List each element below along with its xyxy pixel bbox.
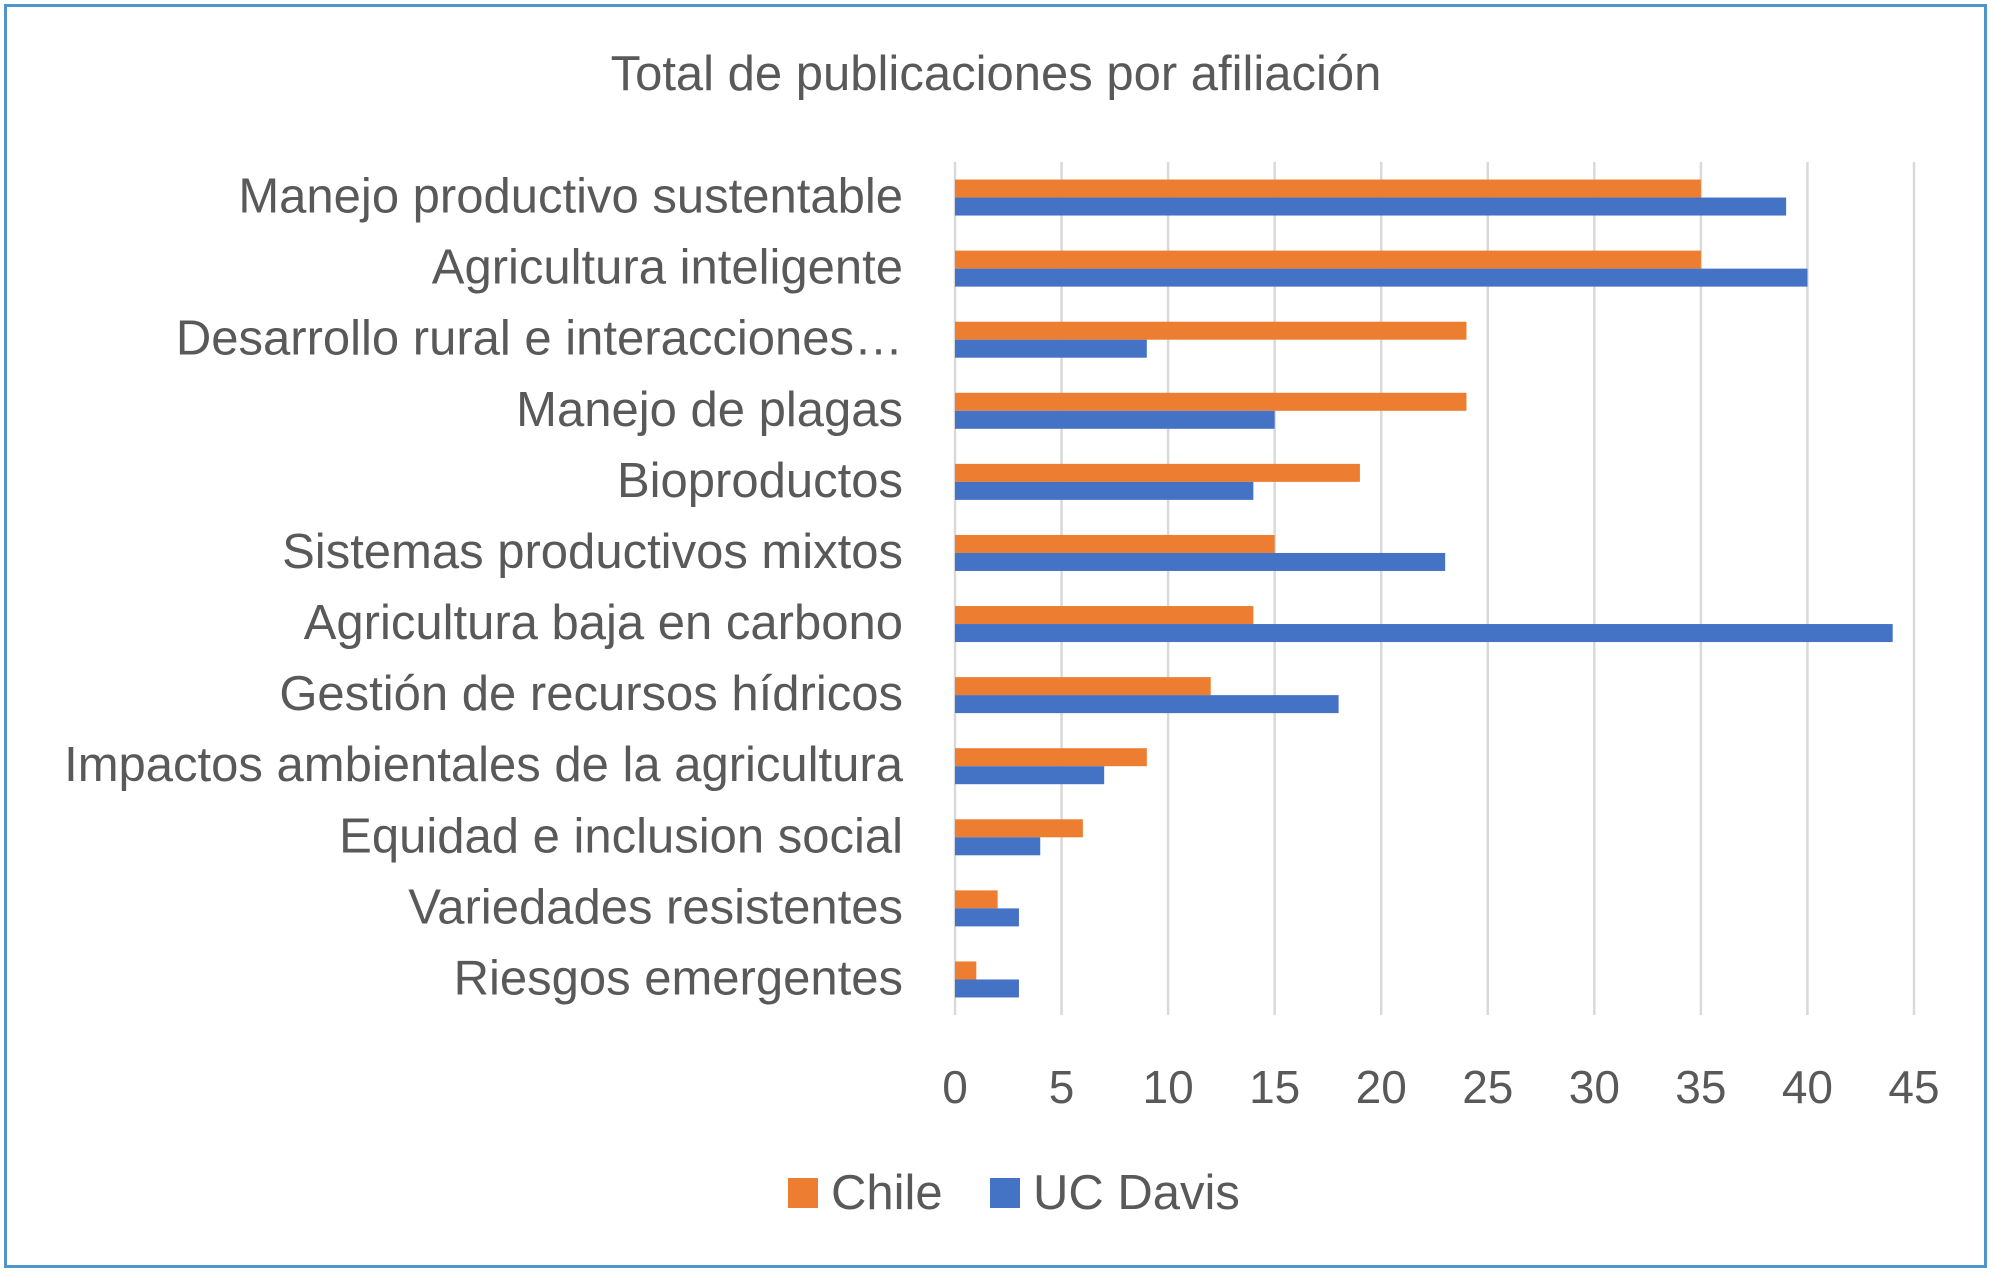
bar-uc-davis <box>955 481 1254 500</box>
x-tick-label: 5 <box>1049 1061 1075 1113</box>
category-label: Riesgos emergentes <box>454 951 903 1005</box>
bar-uc-davis <box>955 837 1041 856</box>
bar-chile <box>955 819 1083 838</box>
legend: Chile UC Davis <box>788 1166 1240 1220</box>
bar-uc-davis <box>955 695 1339 714</box>
bar-chile <box>955 961 977 980</box>
bar-chile <box>955 321 1467 340</box>
bar-chile <box>955 748 1147 767</box>
legend-label-uc-davis: UC Davis <box>1033 1166 1240 1220</box>
bar-uc-davis <box>955 339 1147 358</box>
category-label: Agricultura inteligente <box>432 241 903 295</box>
category-label: Agricultura baja en carbono <box>304 596 903 650</box>
x-tick-label: 35 <box>1675 1061 1726 1113</box>
x-tick-label: 30 <box>1569 1061 1620 1113</box>
bar-uc-davis <box>955 197 1787 216</box>
x-tick-label: 40 <box>1782 1061 1833 1113</box>
bar-chile <box>955 392 1467 411</box>
category-label: Gestión de recursos hídricos <box>279 667 903 721</box>
bars <box>955 179 1893 998</box>
category-label: Manejo de plagas <box>516 383 903 437</box>
category-label: Sistemas productivos mixtos <box>282 525 903 579</box>
bar-uc-davis <box>955 410 1275 429</box>
bar-uc-davis <box>955 766 1105 785</box>
bar-chile <box>955 463 1360 482</box>
x-tick-label: 20 <box>1356 1061 1407 1113</box>
chart-title: Total de publicaciones por afiliación <box>611 47 1382 101</box>
bar-chile <box>955 179 1701 198</box>
category-label: Desarrollo rural e interacciones… <box>176 312 903 366</box>
legend-swatch-uc-davis <box>990 1178 1020 1208</box>
category-label: Bioproductos <box>617 454 903 508</box>
category-label: Equidad e inclusion social <box>339 809 903 863</box>
x-tick-label: 0 <box>942 1061 968 1113</box>
x-tick-label: 10 <box>1143 1061 1194 1113</box>
bar-chile <box>955 606 1254 625</box>
gridlines <box>953 162 1916 1015</box>
x-tick-label: 25 <box>1462 1061 1513 1113</box>
bar-chile <box>955 890 998 909</box>
x-tick-label: 45 <box>1888 1061 1939 1113</box>
bar-chile <box>955 534 1275 553</box>
category-label: Impactos ambientales de la agricultura <box>64 738 904 792</box>
bar-uc-davis <box>955 624 1893 643</box>
category-label: Manejo productivo sustentable <box>238 170 903 224</box>
category-labels: Manejo productivo sustentable Agricultura… <box>64 170 904 1006</box>
legend-swatch-chile <box>788 1178 818 1208</box>
bar-uc-davis <box>955 268 1808 287</box>
category-label: Variedades resistentes <box>408 880 903 934</box>
bar-chile <box>955 250 1701 269</box>
bar-uc-davis <box>955 908 1019 927</box>
legend-label-chile: Chile <box>831 1166 943 1220</box>
x-tick-label: 15 <box>1249 1061 1300 1113</box>
bar-uc-davis <box>955 979 1019 998</box>
bar-uc-davis <box>955 552 1446 571</box>
bar-chile <box>955 677 1211 696</box>
x-axis-tick-labels: 0 5 10 15 20 25 30 35 40 45 <box>942 1061 1939 1113</box>
